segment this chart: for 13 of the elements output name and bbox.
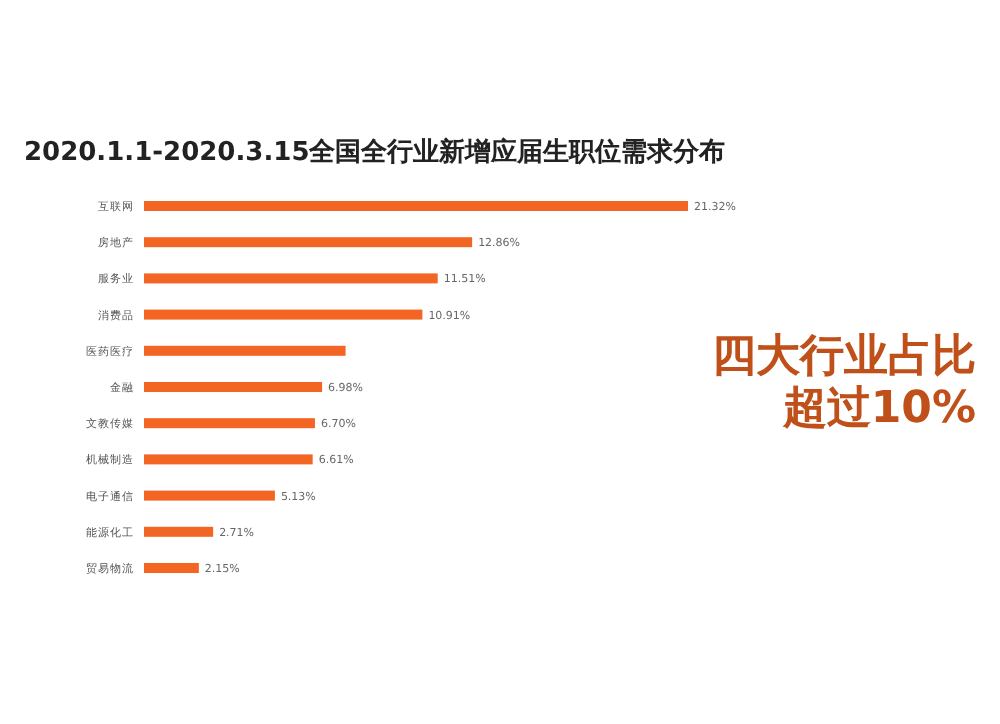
chart-title: 2020.1.1-2020.3.15全国全行业新增应届生职位需求分布: [24, 136, 726, 168]
bar: [144, 454, 313, 465]
bar: [144, 526, 214, 537]
text: 四大行业占比超过10%: [712, 332, 976, 434]
bar: [144, 490, 275, 501]
bar: [144, 563, 199, 573]
bar: [144, 309, 423, 320]
bar: [144, 273, 438, 284]
bar: [144, 382, 323, 392]
bar: [144, 345, 346, 356]
bar: [144, 237, 473, 248]
bar: [144, 201, 688, 211]
bar: [144, 418, 315, 429]
